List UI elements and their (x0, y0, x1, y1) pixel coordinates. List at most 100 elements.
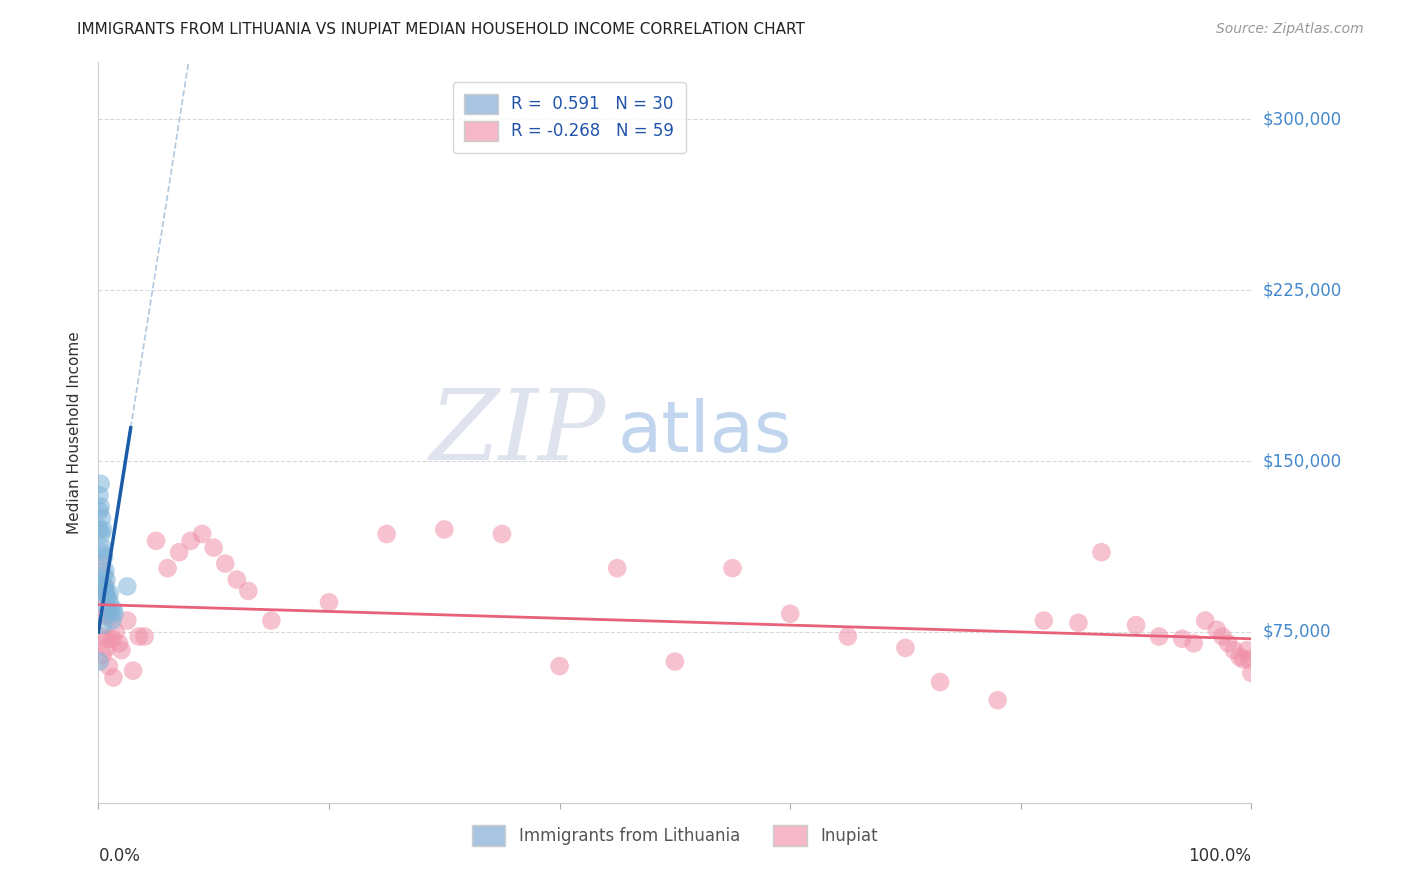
Point (90, 557, 112, 571)
Point (1032, 614, 1054, 628)
Point (238, 583, 260, 598)
Point (93, 549, 115, 564)
Point (96, 640, 118, 655)
Point (548, 659, 571, 673)
Point (1218, 636, 1240, 650)
Text: 0.0%: 0.0% (98, 847, 141, 865)
Point (97, 632, 120, 646)
Point (108, 636, 131, 650)
Text: $75,000: $75,000 (1263, 623, 1331, 641)
Point (1182, 636, 1205, 650)
Point (96, 573, 118, 587)
Point (90, 527, 112, 541)
Point (606, 561, 628, 575)
Point (98, 586, 121, 600)
Point (89, 586, 111, 600)
Point (90, 630, 112, 644)
Text: atlas: atlas (617, 398, 792, 467)
Text: $300,000: $300,000 (1263, 111, 1341, 128)
Point (664, 655, 686, 669)
Point (93, 579, 115, 593)
Point (180, 533, 202, 548)
Text: $150,000: $150,000 (1263, 452, 1341, 470)
Point (90, 577, 112, 591)
Y-axis label: Median Household Income: Median Household Income (67, 331, 83, 534)
Point (117, 614, 139, 628)
Point (491, 527, 513, 541)
Point (128, 630, 150, 644)
Point (89, 655, 111, 669)
Point (103, 602, 125, 616)
Point (1194, 614, 1216, 628)
Point (225, 573, 247, 587)
Point (1090, 545, 1112, 559)
Point (90, 511, 112, 525)
Point (89, 523, 111, 537)
Point (1229, 650, 1251, 665)
Point (98, 609, 121, 624)
Point (89, 504, 111, 518)
Point (260, 614, 283, 628)
Point (110, 643, 132, 657)
Point (104, 624, 127, 639)
Point (91, 618, 114, 632)
Point (1232, 652, 1254, 666)
Point (117, 579, 139, 593)
Point (89, 488, 111, 502)
Point (100, 604, 122, 618)
Text: Source: ZipAtlas.com: Source: ZipAtlas.com (1216, 22, 1364, 37)
Point (91, 523, 114, 537)
Point (156, 561, 179, 575)
Text: $225,000: $225,000 (1263, 281, 1341, 299)
Point (779, 607, 801, 621)
Legend: Immigrants from Lithuania, Inupiat: Immigrants from Lithuania, Inupiat (460, 814, 890, 857)
Point (375, 527, 398, 541)
Point (987, 693, 1010, 707)
Point (97, 602, 120, 616)
Point (93, 583, 115, 598)
Point (1212, 630, 1234, 644)
Point (94, 579, 117, 593)
Point (91, 541, 114, 555)
Point (837, 630, 859, 644)
Point (894, 640, 917, 655)
Point (91, 648, 114, 662)
Point (103, 671, 125, 685)
Point (97, 659, 120, 673)
Text: IMMIGRANTS FROM LITHUANIA VS INUPIAT MEDIAN HOUSEHOLD INCOME CORRELATION CHART: IMMIGRANTS FROM LITHUANIA VS INUPIAT MED… (77, 22, 806, 37)
Point (1147, 630, 1170, 644)
Point (93, 568, 115, 582)
Point (1240, 665, 1263, 680)
Text: ZIP: ZIP (429, 385, 606, 480)
Text: 100.0%: 100.0% (1188, 847, 1251, 865)
Point (90, 595, 112, 609)
Point (145, 533, 167, 548)
Point (1125, 618, 1147, 632)
Point (122, 664, 145, 678)
Point (929, 675, 952, 690)
Point (103, 607, 125, 621)
Point (90, 545, 112, 559)
Point (433, 523, 456, 537)
Point (94, 564, 117, 578)
Point (134, 630, 156, 644)
Point (318, 595, 340, 609)
Point (1223, 643, 1246, 657)
Point (191, 527, 214, 541)
Point (167, 545, 190, 559)
Point (202, 541, 225, 555)
Point (101, 614, 124, 628)
Point (90, 500, 112, 514)
Point (1171, 632, 1194, 646)
Point (101, 632, 124, 646)
Point (1237, 652, 1260, 666)
Point (1205, 623, 1227, 637)
Point (90, 476, 112, 491)
Point (721, 561, 744, 575)
Point (1236, 643, 1258, 657)
Point (97, 591, 120, 605)
Point (214, 557, 236, 571)
Point (98, 595, 121, 609)
Point (1067, 615, 1090, 630)
Point (96, 586, 118, 600)
